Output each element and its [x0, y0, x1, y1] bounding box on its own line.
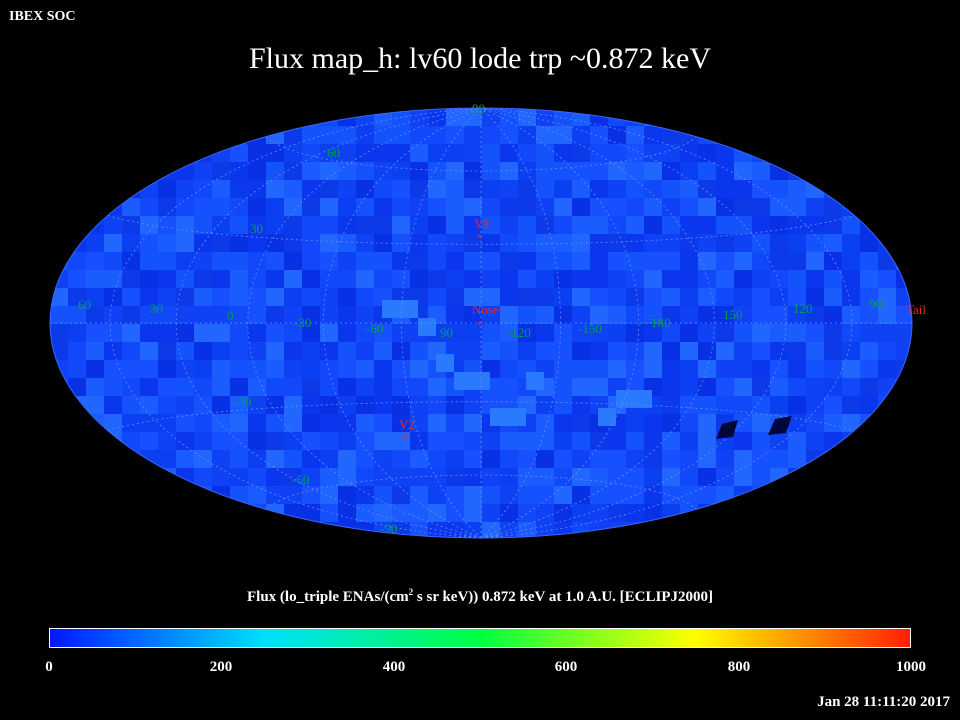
missing-data-cells [716, 416, 792, 439]
lon-label-150: 150 [723, 307, 743, 322]
marker-v2-star: * [402, 433, 408, 445]
lon-label-120: 120 [793, 301, 813, 316]
lat-label-neg60: -60 [292, 472, 309, 487]
marker-nose-label: Nose [472, 302, 499, 317]
colorbar-tick-400: 400 [382, 659, 406, 675]
colorbar-tick-0: 0 [45, 659, 53, 675]
lon-label-60a: 60 [78, 297, 91, 312]
lat-label-60: 60 [327, 145, 340, 160]
colorbar-caption: Flux (lo_triple ENAs/(cm2 s sr keV)) 0.8… [246, 587, 714, 605]
lat-label-neg30: -30 [234, 394, 251, 409]
marker-v2-label: V2 [399, 417, 415, 432]
lon-label-neg150: -150 [578, 321, 602, 336]
org-label: IBEX SOC [9, 9, 76, 24]
marker-v1-label: V1 [474, 216, 490, 231]
map-title: Flux map_h: lv60 lode trp ~0.872 keV [248, 42, 712, 75]
timestamp: Jan 28 11:11:20 2017 [817, 694, 950, 710]
lon-label-neg30: -30 [294, 315, 311, 330]
graticule [50, 108, 912, 538]
colorbar-tick-800: 800 [727, 659, 751, 675]
lon-label-0: 0 [227, 308, 234, 323]
lon-label-neg60: -60 [366, 321, 383, 336]
lat-label-neg90: -90 [380, 521, 397, 536]
colorbar-tick-1000: 1000 [896, 659, 926, 675]
marker-tail-label: Tail [906, 302, 926, 317]
lon-label-90a: 90 [440, 325, 453, 340]
lon-label-90b: 90 [869, 296, 882, 311]
sky-map: 90 60 30 -30 -60 -90 60 30 0 -30 -60 90 … [49, 101, 926, 539]
colorbar-tick-200: 200 [209, 659, 233, 675]
lon-label-30: 30 [150, 301, 163, 316]
colorbar [49, 628, 911, 648]
marker-v1-star: * [477, 232, 483, 244]
lon-label-180: 180 [651, 315, 671, 330]
lat-label-30: 30 [250, 221, 263, 236]
marker-nose-star: * [477, 319, 483, 331]
lat-label-90: 90 [472, 101, 485, 116]
lon-label-neg120: -120 [507, 325, 531, 340]
colorbar-tick-600: 600 [554, 659, 578, 675]
